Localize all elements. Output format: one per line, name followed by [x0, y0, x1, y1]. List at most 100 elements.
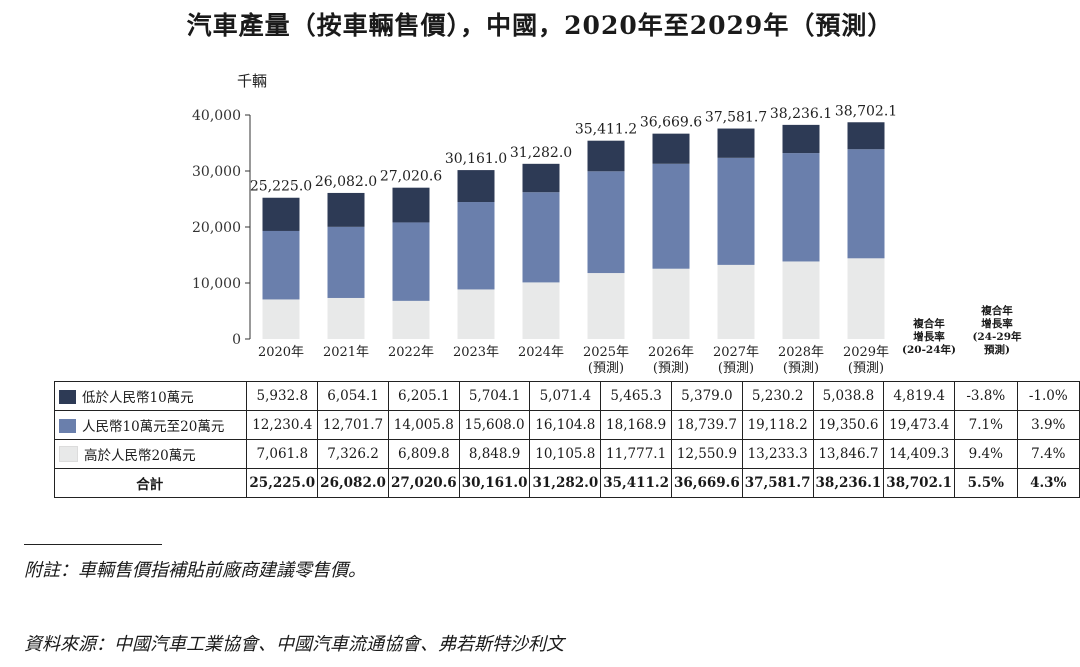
- cagr-cell: -3.8%: [954, 381, 1018, 411]
- table-cell: 5,379.0: [671, 381, 743, 411]
- source-note: 資料來源：中國汽車工業協會、中國汽車流通協會、弗若斯特沙利文: [24, 634, 564, 655]
- table-row: 低於人民幣10萬元 5,932.8 6,054.1 6,205.1 5,704.1 5,0…: [53, 381, 1080, 411]
- x-tick-label: 2023年: [453, 345, 499, 360]
- cagr-head-line: (24-29年: [972, 331, 1022, 343]
- table-cell: 12,550.9: [671, 439, 743, 469]
- bar-segment-mid: [782, 153, 820, 262]
- table-cell: 18,168.9: [600, 410, 672, 440]
- total-label: 30,161.0: [445, 151, 507, 167]
- bar-segment-low: [457, 170, 495, 203]
- table-cell: 5,465.3: [600, 381, 672, 411]
- table-row: 人民幣10萬元至20萬元 12,230.4 12,701.7 14,005.8 15,6…: [53, 410, 1080, 440]
- cagr-cell: 5.5%: [954, 468, 1018, 498]
- table-cell: 12,701.7: [317, 410, 389, 440]
- table-cell: 19,118.2: [741, 410, 814, 440]
- table-cell: 14,005.8: [387, 410, 460, 440]
- y-tick-label: 0: [232, 332, 241, 348]
- bar-segment-high: [392, 300, 430, 339]
- cagr-head-line: 增長率: [913, 331, 945, 343]
- bar-segment-low: [717, 128, 755, 158]
- bar-segment-high: [327, 297, 365, 339]
- legend-label: 人民幣10萬元至20萬元: [82, 419, 225, 435]
- y-tick-label: 10,000: [192, 276, 241, 292]
- table-row: 高於人民幣20萬元 7,061.8 7,326.2 6,809.8 8,848.9 10,…: [53, 439, 1080, 469]
- x-tick-label: 2024年: [518, 345, 564, 360]
- table-cell: 26,082.0: [317, 468, 389, 498]
- bar-segment-high: [847, 258, 885, 339]
- y-unit-label: 千輛: [237, 72, 267, 90]
- table-cell: 6,205.1: [387, 381, 460, 411]
- table-cell: 4,819.4: [883, 381, 956, 411]
- cagr-cell: 7.1%: [954, 410, 1018, 440]
- x-tick-label: 2022年: [388, 345, 434, 360]
- table-cell: 19,350.6: [812, 410, 885, 440]
- table-cell: 12,230.4: [246, 410, 319, 440]
- cagr-cell: -1.0%: [1016, 381, 1080, 411]
- table-cell: 5,704.1: [458, 381, 531, 411]
- total-label: 27,020.6: [380, 169, 442, 185]
- table-cell: 31,282.0: [529, 468, 602, 498]
- bar-segment-mid: [847, 149, 885, 259]
- table-cell: 38,236.1: [812, 468, 885, 498]
- legend-cell: 高於人民幣20萬元: [53, 439, 248, 469]
- bar-segment-high: [717, 264, 755, 339]
- y-tick-label: 20,000: [192, 220, 241, 236]
- table-cell: 36,669.6: [671, 468, 743, 498]
- bar-segment-mid: [652, 163, 690, 269]
- legend-swatch: [59, 446, 78, 462]
- cagr-head-line: (20-24年): [901, 344, 957, 356]
- total-label: 38,236.1: [770, 106, 832, 122]
- bar-segment-low: [652, 133, 690, 164]
- table-cell: 5,038.8: [812, 381, 885, 411]
- footnote: 附註：車輛售價指補貼前廠商建議零售價。: [24, 560, 366, 581]
- table-cell: 27,020.6: [387, 468, 460, 498]
- cagr-cell: 4.3%: [1016, 468, 1080, 498]
- table-cell: 13,233.3: [741, 439, 814, 469]
- x-tick-sublabel: (預測): [653, 361, 689, 376]
- bar-segment-high: [782, 261, 820, 339]
- x-tick-sublabel: (預測): [783, 361, 819, 376]
- chart-title: 汽車產量（按車輛售價），中國，2020年至2029年（預測）: [186, 11, 894, 40]
- table-cell: 6,809.8: [387, 439, 460, 469]
- bar-segment-mid: [522, 192, 560, 283]
- x-tick-label: 2025年: [583, 345, 629, 360]
- bar-segment-mid: [457, 202, 495, 290]
- footnote-rule: [24, 544, 162, 545]
- total-label: 35,411.2: [575, 122, 637, 138]
- bar-segment-high: [587, 273, 625, 339]
- table-cell: 7,326.2: [317, 439, 389, 469]
- x-tick-label: 2028年: [778, 345, 824, 360]
- bar-segment-high: [652, 268, 690, 339]
- cagr-cell: 9.4%: [954, 439, 1018, 469]
- stacked-bar-chart: 千輛 0 10,000 20,000 30,000 40,000 25,225.0 202…: [192, 72, 897, 376]
- table-cell: 11,777.1: [600, 439, 672, 469]
- total-label: 26,082.0: [315, 174, 377, 190]
- data-table: 低於人民幣10萬元 5,932.8 6,054.1 6,205.1 5,704.1 5,0…: [53, 381, 1080, 498]
- table-cell: 13,846.7: [812, 439, 885, 469]
- table-cell: 6,054.1: [317, 381, 389, 411]
- bar-segment-low: [587, 140, 625, 172]
- table-cell: 25,225.0: [246, 468, 319, 498]
- x-tick-sublabel: (預測): [718, 361, 754, 376]
- bar-segment-high: [457, 289, 495, 339]
- legend-cell: 人民幣10萬元至20萬元: [53, 410, 248, 440]
- total-label: 31,282.0: [510, 145, 572, 161]
- table-cell: 37,581.7: [741, 468, 814, 498]
- x-tick-label: 2026年: [648, 345, 694, 360]
- total-label: 25,225.0: [250, 179, 312, 195]
- cagr-head-line: 複合年: [981, 305, 1013, 317]
- total-label: 37,581.7: [705, 110, 767, 126]
- cagr-head-line: 複合年: [913, 318, 945, 330]
- bar-segment-low: [327, 192, 365, 227]
- legend-swatch: [59, 390, 76, 404]
- cagr-header-24-29: 複合年 增長率 (24-29年 預測): [966, 305, 1028, 357]
- table-cell: 5,932.8: [246, 381, 319, 411]
- x-tick-label: 2020年: [258, 345, 304, 360]
- cagr-head-line: 預測): [984, 344, 1010, 356]
- cagr-head-line: 增長率: [981, 318, 1013, 330]
- cagr-header-20-24: 複合年 增長率 (20-24年): [898, 318, 960, 357]
- bar-segment-mid: [717, 157, 755, 265]
- bar-segment-low: [392, 187, 430, 223]
- total-label-cell: 合計: [53, 468, 248, 498]
- x-tick-sublabel: (預測): [848, 361, 884, 376]
